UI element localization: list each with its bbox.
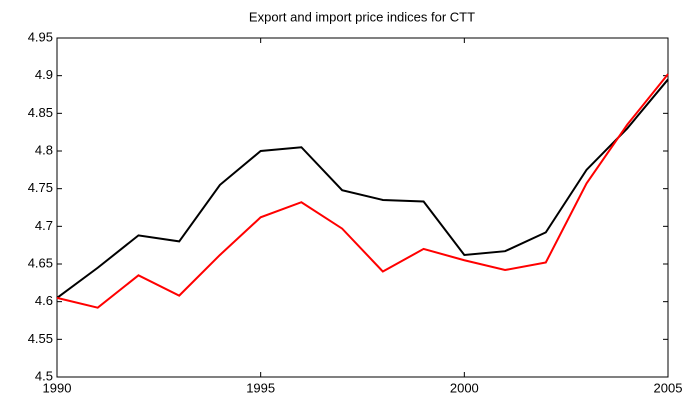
x-tick-label: 1990 [43,380,72,395]
y-tick-label: 4.95 [28,29,53,44]
y-tick-label: 4.65 [28,255,53,270]
series-line [56,73,669,309]
y-tick-label: 4.8 [35,142,53,157]
x-tick-label: 1995 [246,380,275,395]
x-tick-label: 2005 [654,380,683,395]
y-tick-label: 4.5 [35,368,53,383]
series-line [56,78,669,299]
y-tick-label: 4.6 [35,293,53,308]
y-tick-label: 4.7 [35,218,53,233]
y-tick-label: 4.55 [28,331,53,346]
plot-frame [56,37,669,378]
y-tick-label: 4.75 [28,180,53,195]
y-tick-label: 4.9 [35,67,53,82]
chart-title: Export and import price indices for CTT [249,9,475,24]
x-tick-label: 2000 [450,380,479,395]
y-tick-label: 4.85 [28,105,53,120]
